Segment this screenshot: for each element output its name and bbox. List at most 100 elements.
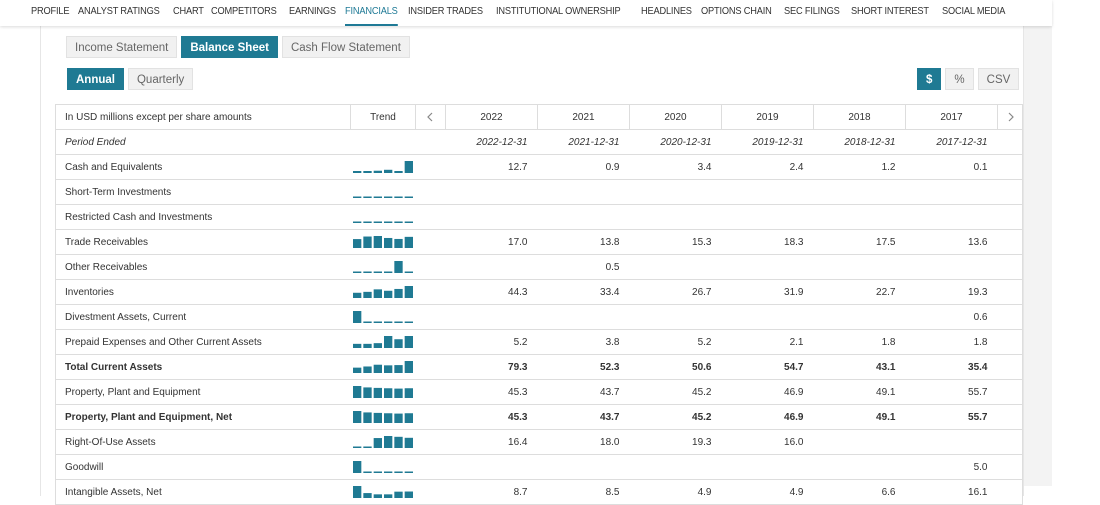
nav-link[interactable]: HEADLINES	[640, 5, 692, 17]
spacer-cell	[997, 129, 1023, 155]
sparkline-bar	[394, 288, 403, 298]
value-cell: 79.3	[445, 354, 538, 380]
sparkline	[353, 461, 413, 473]
data-row: Cash and Equivalents 12.7 0.9 3.4 2.4 1.2 0.1	[55, 154, 1023, 180]
nav-link[interactable]: ANALYST RATINGS	[77, 5, 160, 17]
spacer-cell	[997, 204, 1023, 230]
trend-cell	[350, 279, 416, 305]
nav-link[interactable]: FINANCIALS	[345, 0, 398, 26]
sparkline-bar	[373, 236, 382, 248]
value-cell: 1.2	[813, 154, 906, 180]
chevron-icon	[426, 112, 432, 122]
value-cell: 16.0	[721, 429, 814, 455]
data-row: Divestment Assets, Current 0.6	[55, 304, 1023, 330]
value-cell: 17.0	[445, 229, 538, 255]
statement-tabs: Income Statement Balance Sheet Cash Flow S…	[66, 36, 410, 58]
nav-link[interactable]: CHART	[173, 5, 205, 17]
unit-button[interactable]: %	[945, 68, 974, 90]
value-cell: 0.9	[537, 154, 630, 180]
value-cell	[721, 204, 814, 230]
trend-cell	[350, 354, 416, 380]
sparkline	[353, 336, 413, 348]
data-row: Short-Term Investments	[55, 179, 1023, 205]
value-cell: 43.7	[537, 404, 630, 430]
sparkline-bar	[353, 343, 362, 348]
header-row: In USD millions except per share amounts…	[55, 104, 1023, 130]
caption: In USD millions except per share amounts	[55, 104, 351, 130]
value-cell	[537, 179, 630, 205]
sparkline-bar	[353, 461, 362, 473]
value-cell: 16.4	[445, 429, 538, 455]
sparkline-bar	[394, 413, 403, 423]
nav-link[interactable]: COMPETITORS	[211, 5, 277, 17]
spacer-cell	[997, 404, 1023, 430]
nav-link[interactable]: OPTIONS CHAIN	[701, 5, 772, 17]
sparkline-gap	[384, 271, 393, 273]
statement-tab[interactable]: Income Statement	[66, 36, 178, 58]
nav-link[interactable]: SEC FILINGS	[784, 5, 841, 17]
sparkline-bar	[373, 494, 382, 498]
sparkline	[353, 286, 413, 298]
value-cell: 44.3	[445, 279, 538, 305]
period-tab[interactable]: Annual	[67, 68, 124, 90]
sparkline-gap	[384, 321, 393, 323]
spacer-cell	[415, 354, 446, 380]
statement-tab[interactable]: Cash Flow Statement	[281, 36, 410, 58]
value-cell	[445, 204, 538, 230]
sparkline-bar	[353, 171, 362, 173]
sparkline-gap	[373, 471, 382, 473]
value-cell	[813, 179, 906, 205]
value-cell: 15.3	[629, 229, 722, 255]
nav-link[interactable]: EARNINGS	[288, 5, 336, 17]
row-label: Inventories	[55, 279, 351, 305]
value-cell: 13.6	[905, 229, 998, 255]
sparkline-bar	[363, 366, 372, 373]
sparkline	[353, 361, 413, 373]
sparkline-gap	[363, 196, 372, 198]
value-cell: 12.7	[445, 154, 538, 180]
value-cell: 55.7	[905, 379, 998, 405]
data-row: Goodwill 5.0	[55, 454, 1023, 480]
unit-button[interactable]: CSV	[977, 68, 1020, 90]
value-cell: 43.1	[813, 354, 906, 380]
sparkline-bar	[384, 237, 393, 248]
value-cell	[813, 254, 906, 280]
nav-link[interactable]: INSTITUTIONAL OWNERSHIP	[496, 5, 621, 17]
nav-link[interactable]: SHORT INTEREST	[850, 5, 929, 17]
chevron-path	[1008, 112, 1014, 122]
nav-link[interactable]: SOCIAL MEDIA	[942, 5, 1006, 17]
spacer-cell	[415, 479, 446, 505]
sparkline-gap	[363, 471, 372, 473]
sparkline	[353, 161, 413, 173]
nav-link[interactable]: INSIDER TRADES	[407, 5, 483, 17]
sparkline-bar	[404, 437, 413, 448]
period-tab[interactable]: Quarterly	[127, 68, 194, 90]
trend-cell	[350, 179, 416, 205]
sparkline-gap	[373, 196, 382, 198]
period-tabs: Annual Quarterly	[67, 68, 194, 90]
sparkline-gap	[363, 321, 372, 323]
unit-button[interactable]: $	[917, 68, 942, 90]
nav-bar: PROFILE ANALYST RATINGS CHART COMPETITORS EA…	[0, 0, 1052, 26]
prev-button[interactable]	[415, 104, 446, 130]
row-label: Property, Plant and Equipment	[55, 379, 351, 405]
sparkline-bar	[363, 291, 372, 298]
spacer-cell	[415, 229, 446, 255]
value-cell	[445, 254, 538, 280]
sparkline-bar	[404, 336, 413, 348]
next-button[interactable]	[997, 104, 1023, 130]
year-header: 2018	[813, 104, 906, 130]
data-row: Property, Plant and Equipment, Net 45.3 43…	[55, 404, 1023, 430]
nav-link[interactable]: PROFILE	[31, 5, 70, 17]
value-cell	[445, 179, 538, 205]
sparkline-gap	[404, 196, 413, 198]
period-end: 2021-12-31	[537, 129, 630, 155]
spacer-cell	[997, 254, 1023, 280]
data-row: Inventories 44.3 33.4 26.7 31.9 22.7 19.3	[55, 279, 1023, 305]
sparkline	[353, 261, 413, 273]
value-cell	[905, 204, 998, 230]
value-cell: 45.2	[629, 404, 722, 430]
sparkline-bar	[363, 493, 372, 498]
sparkline-bar	[394, 491, 403, 498]
statement-tab[interactable]: Balance Sheet	[181, 36, 278, 58]
